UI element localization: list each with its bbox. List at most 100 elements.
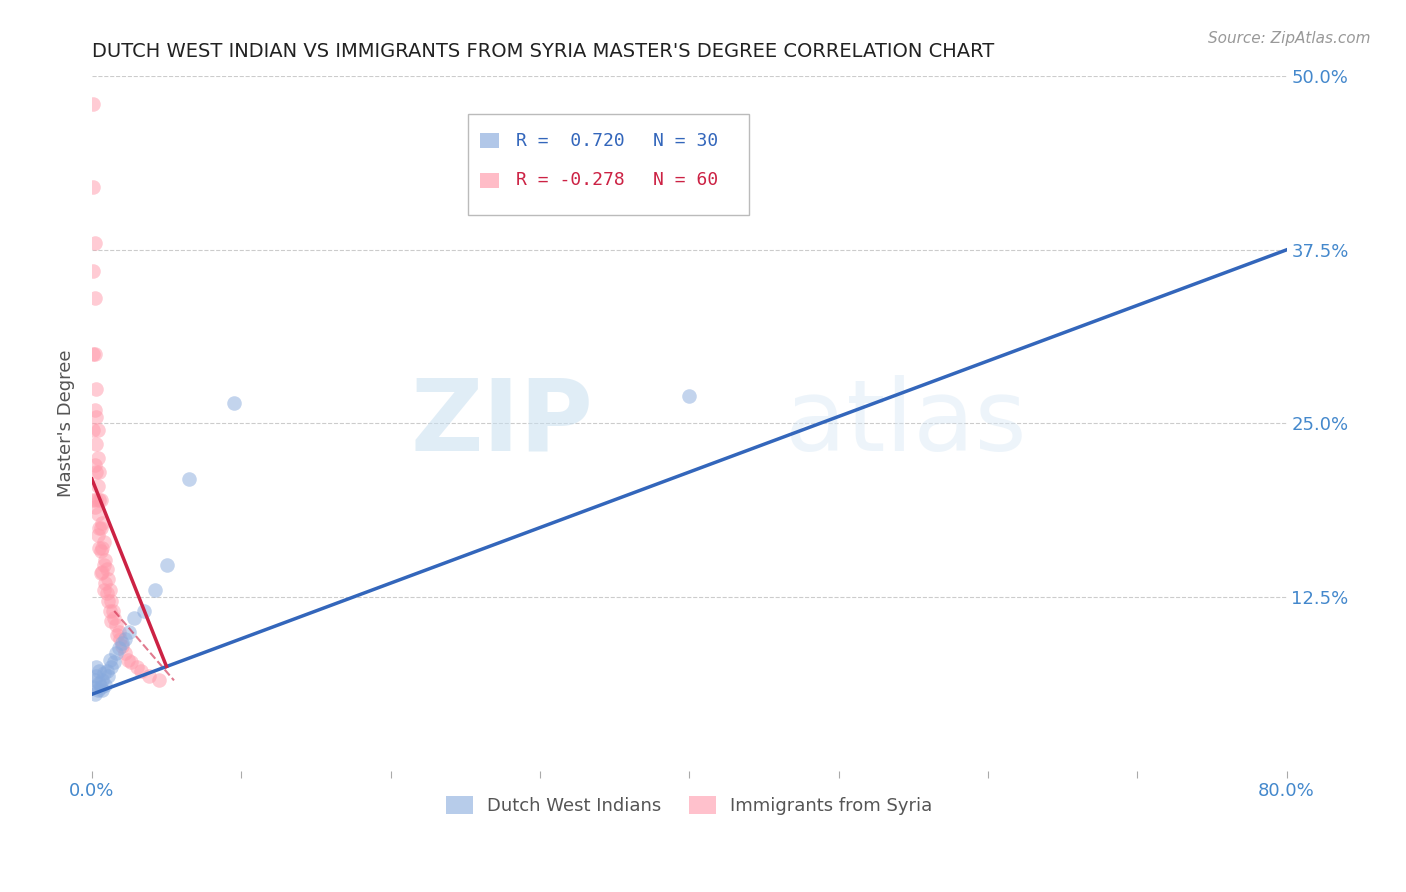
Point: [83, 292, 105, 306]
Point: [82, 424, 104, 438]
Point: [86, 465, 108, 479]
Point: [118, 624, 141, 639]
Point: [86, 382, 108, 396]
Point: [98, 652, 121, 666]
Point: [100, 614, 122, 628]
Point: [90, 521, 112, 535]
Point: [94, 552, 117, 566]
Point: [89, 521, 111, 535]
Point: [87, 451, 110, 466]
Point: [90, 566, 112, 581]
Bar: [479, 133, 499, 148]
Point: [104, 618, 127, 632]
Point: [90, 544, 112, 558]
Point: [83, 235, 105, 250]
Point: [96, 562, 118, 576]
Point: [86, 492, 108, 507]
Point: [114, 632, 136, 646]
Point: [90, 681, 112, 695]
Point: [100, 594, 122, 608]
Point: [97, 594, 120, 608]
Point: [129, 664, 152, 678]
Point: [96, 664, 118, 678]
Point: [120, 656, 142, 670]
Text: N = 30: N = 30: [654, 132, 718, 150]
Point: [111, 636, 134, 650]
FancyBboxPatch shape: [468, 114, 749, 215]
Point: [89, 541, 111, 556]
Point: [94, 576, 117, 591]
Point: [111, 639, 134, 653]
Point: [93, 534, 115, 549]
Legend: Dutch West Indians, Immigrants from Syria: Dutch West Indians, Immigrants from Syri…: [437, 787, 942, 824]
Text: atlas: atlas: [785, 375, 1026, 472]
Point: [143, 583, 166, 598]
Point: [90, 492, 112, 507]
Point: [82, 681, 104, 695]
Point: [83, 347, 105, 361]
Point: [101, 604, 124, 618]
Point: [148, 673, 170, 688]
Point: [82, 180, 104, 194]
Point: [87, 527, 110, 541]
Point: [177, 472, 200, 486]
Point: [89, 664, 111, 678]
Text: ZIP: ZIP: [411, 375, 593, 472]
Point: [83, 673, 105, 688]
Point: [117, 652, 139, 666]
Point: [87, 683, 110, 698]
Text: Source: ZipAtlas.com: Source: ZipAtlas.com: [1208, 31, 1371, 46]
Point: [87, 479, 110, 493]
Point: [110, 632, 132, 646]
Point: [89, 676, 111, 690]
Point: [82, 263, 104, 277]
Point: [125, 659, 148, 673]
Point: [86, 659, 108, 673]
Point: [82, 347, 104, 361]
Point: [83, 402, 105, 417]
Point: [678, 389, 700, 403]
Point: [93, 558, 115, 573]
Point: [138, 669, 160, 683]
Point: [105, 627, 128, 641]
Point: [93, 666, 115, 681]
Point: [89, 465, 111, 479]
Point: [98, 604, 121, 618]
Point: [96, 586, 118, 600]
Point: [97, 572, 120, 586]
Point: [91, 516, 114, 531]
Bar: [479, 173, 499, 188]
Point: [82, 492, 104, 507]
Point: [94, 677, 117, 691]
Point: [103, 611, 125, 625]
Point: [83, 458, 105, 472]
Point: [122, 611, 145, 625]
Text: N = 60: N = 60: [654, 171, 718, 189]
Point: [91, 565, 114, 579]
Text: R = -0.278: R = -0.278: [516, 171, 624, 189]
Point: [103, 656, 125, 670]
Point: [82, 97, 104, 112]
Point: [86, 409, 108, 424]
Point: [134, 604, 156, 618]
Text: R =  0.720: R = 0.720: [516, 132, 624, 150]
Point: [89, 492, 111, 507]
Point: [83, 687, 105, 701]
Point: [91, 673, 114, 688]
Point: [87, 424, 110, 438]
Point: [114, 646, 136, 660]
Point: [91, 541, 114, 556]
Y-axis label: Master's Degree: Master's Degree: [58, 350, 75, 497]
Point: [97, 669, 120, 683]
Point: [155, 558, 177, 573]
Text: DUTCH WEST INDIAN VS IMMIGRANTS FROM SYRIA MASTER'S DEGREE CORRELATION CHART: DUTCH WEST INDIAN VS IMMIGRANTS FROM SYR…: [91, 42, 994, 61]
Point: [98, 583, 121, 598]
Point: [86, 669, 108, 683]
Point: [107, 624, 129, 639]
Point: [93, 583, 115, 598]
Point: [83, 500, 105, 514]
Point: [107, 641, 129, 656]
Point: [87, 507, 110, 521]
Point: [86, 437, 108, 451]
Point: [104, 646, 127, 660]
